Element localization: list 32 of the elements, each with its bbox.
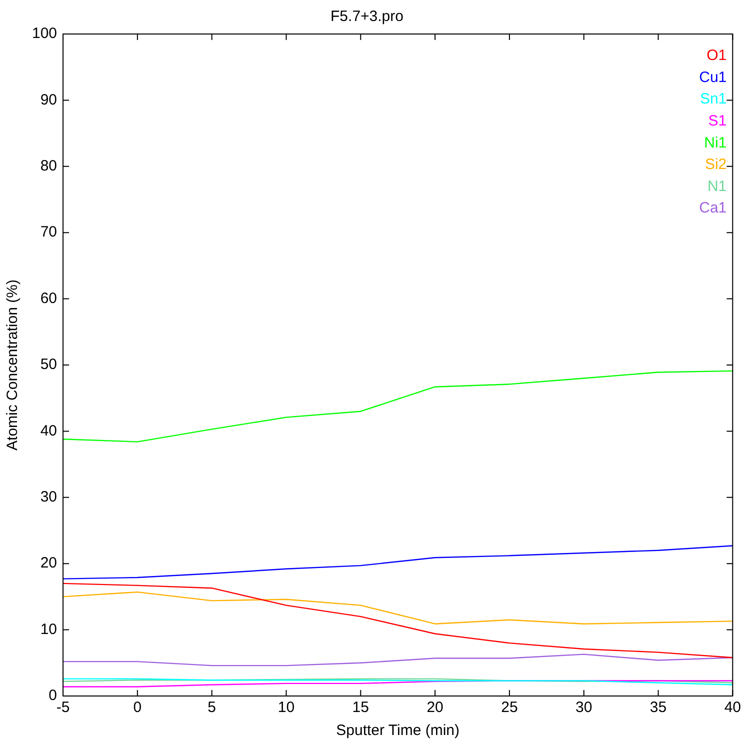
x-tick-label: 15 [352, 699, 369, 716]
y-tick-label: 100 [32, 25, 58, 42]
y-tick-label: 50 [40, 356, 58, 374]
x-tick-label: 0 [133, 699, 142, 716]
x-tick-label: 40 [724, 699, 741, 716]
y-tick-label: 10 [40, 620, 58, 638]
y-axis-title: Atomic Concentration (%) [4, 280, 22, 450]
text: Ca1 [699, 200, 727, 217]
y-tick-label: 30 [40, 488, 58, 506]
x-tick-label: 25 [501, 699, 518, 716]
text: Cu1 [699, 68, 727, 86]
y-tick-label: 90 [40, 91, 58, 108]
y-tick-label: 60 [40, 290, 58, 307]
y-tick-label: 70 [40, 224, 58, 241]
x-tick-label: 20 [426, 699, 444, 716]
x-axis-title: Sputter Time (min) [336, 722, 460, 740]
x-tick-label: -5 [56, 699, 70, 716]
x-tick-label: 10 [278, 699, 295, 716]
y-tick-label: 20 [40, 554, 58, 572]
text: N1 [707, 178, 727, 195]
x-tick-label: 35 [650, 699, 667, 716]
text: Ni1 [704, 134, 727, 152]
y-tick-label: 0 [48, 687, 58, 704]
text: O1 [706, 47, 727, 64]
text: S1 [708, 112, 727, 130]
y-tick-label: 80 [40, 158, 58, 175]
chart-title: F5.7+3.pro [330, 8, 404, 26]
y-tick-label: 40 [40, 422, 58, 440]
text: Sn1 [700, 90, 727, 108]
text: Si2 [704, 156, 727, 174]
x-tick-label: 5 [208, 699, 216, 716]
x-tick-label: 30 [576, 699, 592, 716]
